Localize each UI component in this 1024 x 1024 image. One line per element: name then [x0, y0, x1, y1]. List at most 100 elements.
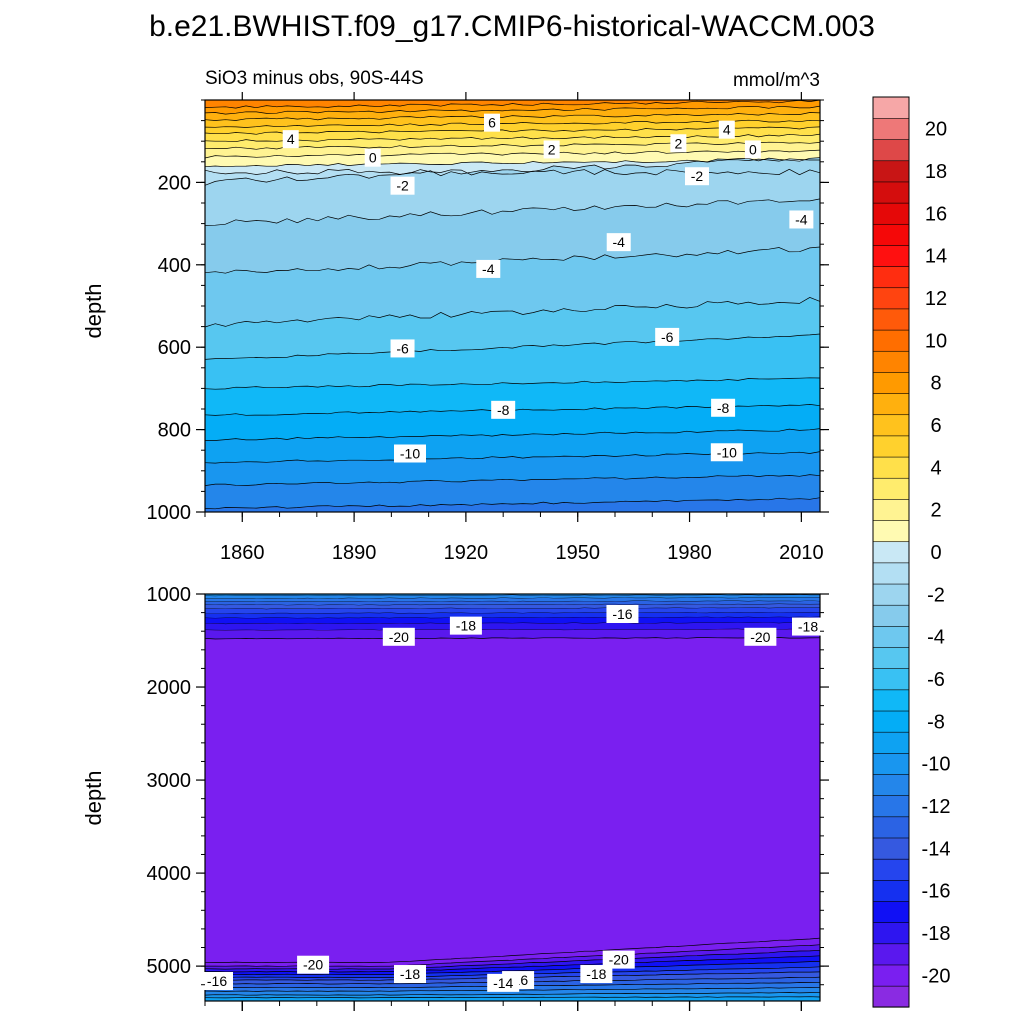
colorbar-swatch: [872, 498, 910, 521]
contour-label-box: [484, 113, 500, 132]
colorbar-swatch: [872, 964, 910, 987]
colorbar-label: 18: [925, 161, 947, 183]
lower-ylabel: depth: [81, 770, 106, 825]
contour-label: -18: [456, 618, 476, 634]
lower-band: [205, 597, 820, 602]
colorbar-label: 14: [925, 246, 947, 268]
upper-contour-line: [204, 474, 821, 486]
contour-label: -18: [586, 966, 606, 982]
colorbar-swatch: [872, 519, 910, 543]
colorbar-swatch: [872, 604, 910, 627]
contour-label-box: [744, 140, 761, 159]
y-tick-label: 800: [158, 420, 191, 442]
upper-contour-line: [204, 497, 821, 510]
upper-band: [205, 142, 820, 158]
colorbar-swatch: [872, 392, 910, 416]
colorbar-swatch: [872, 287, 910, 310]
colorbar-swatch: [872, 710, 910, 733]
colorbar-swatch: [872, 308, 910, 331]
contour-label: -6: [396, 340, 409, 356]
contour-label: -10: [400, 445, 420, 461]
colorbar-swatch: [872, 541, 910, 564]
x-tick-label: 1950: [555, 542, 600, 564]
colorbar-swatch: [872, 985, 910, 1008]
colorbar-swatch: [872, 371, 910, 394]
upper-contour-line: [204, 297, 821, 328]
colorbar-swatch: [872, 181, 910, 204]
lower-band: [205, 944, 820, 970]
lower-background: [205, 594, 820, 1001]
colorbar-label: 8: [930, 373, 941, 395]
contour-label: -20: [389, 629, 409, 645]
colorbar-label: -8: [927, 711, 945, 733]
y-tick-label: 400: [158, 255, 191, 277]
subtitle-right: mmol/m^3: [733, 70, 820, 91]
colorbar-swatch: [872, 837, 910, 860]
y-tick-label: 1000: [147, 502, 192, 524]
upper-ylabel: depth: [81, 283, 106, 338]
upper-band: [205, 377, 820, 416]
subtitle-left: SiO3 minus obs, 90S-44S: [205, 68, 424, 89]
contour-label-box: [580, 965, 613, 984]
upper-band: [205, 126, 820, 142]
contour-label: -14: [493, 975, 513, 991]
contour-label-box: [282, 130, 299, 149]
colorbar-swatch: [872, 668, 910, 691]
upper-band: [205, 334, 820, 390]
upper-contour-line: [204, 158, 820, 168]
contour-label-box: [394, 965, 426, 984]
contour-label: 0: [749, 141, 757, 157]
x-tick-label: 1890: [332, 542, 377, 564]
lower-panel: -16-18-20-20-18-20-20-18-18-16-16-141000…: [147, 584, 829, 1011]
upper-contour-line: [204, 141, 821, 150]
colorbar-frame: [872, 96, 910, 1008]
x-tick-label: 1980: [667, 542, 712, 564]
lower-contour-line: [204, 996, 821, 999]
upper-contour-line: [204, 246, 821, 274]
lower-band: [205, 950, 820, 972]
y-tick-label: 1000: [147, 584, 192, 606]
contour-label: -20: [303, 957, 323, 973]
lower-frame: [204, 593, 821, 1002]
colorbar-label: 16: [925, 203, 947, 225]
contour-label-box: [364, 148, 381, 167]
colorbar-label: -6: [927, 669, 945, 691]
upper-band: [205, 451, 820, 486]
upper-contour-line: [204, 157, 821, 186]
contour-label-box: [476, 259, 501, 278]
contour-label: 2: [674, 135, 682, 151]
colorbar-label: -2: [927, 584, 945, 606]
contour-label-box: [710, 443, 743, 462]
lower-band: [205, 607, 820, 614]
contour-label: -4: [482, 261, 495, 277]
contour-label: -18: [798, 619, 818, 635]
colorbar-label: -18: [922, 923, 951, 945]
upper-band: [205, 157, 820, 226]
lower-band: [205, 617, 820, 625]
upper-contour-line: [204, 333, 821, 360]
colorbar-swatch: [872, 329, 910, 352]
upper-band: [205, 428, 820, 464]
upper-x-axis: 1860 1890 1920 1950 1980 2010: [204, 92, 824, 564]
colorbar-swatch: [872, 160, 910, 183]
contour-label-box: [711, 398, 736, 417]
colorbar-label: 10: [925, 330, 947, 352]
contour-label-box: [297, 955, 330, 974]
colorbar-swatch: [872, 795, 910, 818]
contour-label-box: [792, 617, 824, 636]
contour-label-box: [718, 120, 735, 139]
lower-band: [205, 622, 820, 631]
contour-label: -4: [613, 234, 626, 250]
contour-label-box: [491, 400, 516, 419]
y-tick-label: 4000: [147, 863, 192, 885]
contour-label-box: [789, 210, 814, 229]
colorbar-swatch: [872, 583, 910, 606]
upper-band: [205, 150, 820, 167]
upper-band: [205, 198, 820, 274]
upper-contour-line: [204, 126, 821, 135]
contour-label: -4: [795, 211, 808, 227]
contour-label-box: [394, 444, 426, 463]
upper-band: [205, 112, 820, 128]
contour-label-box: [606, 233, 631, 252]
